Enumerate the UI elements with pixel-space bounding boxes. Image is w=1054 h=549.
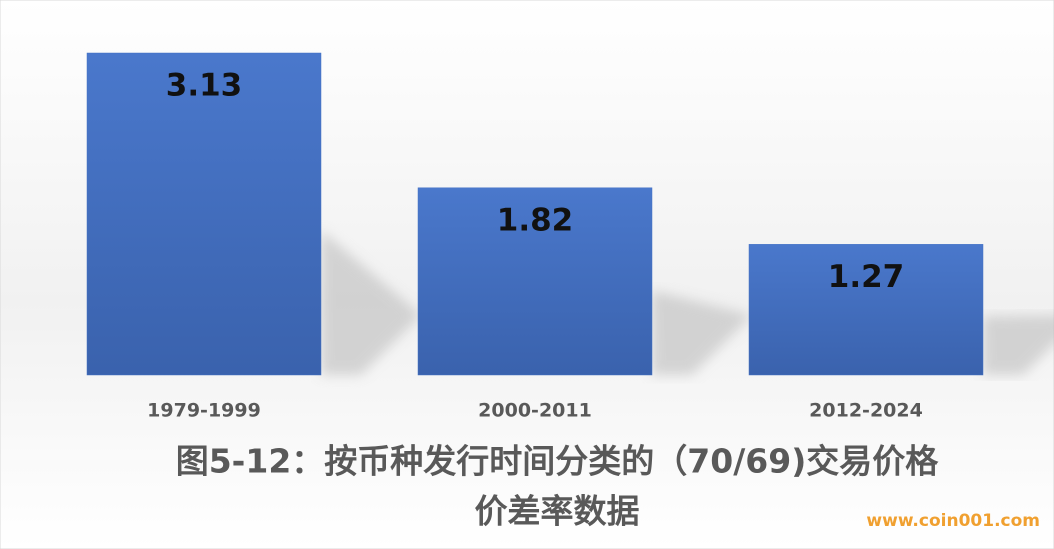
bar: [417, 187, 653, 376]
bar: [748, 244, 984, 376]
data-label: 1.27: [828, 259, 905, 295]
watermark: www.coin001.com: [866, 511, 1040, 531]
bar-shadow: [652, 290, 752, 375]
bar-shadow: [321, 230, 421, 375]
data-label: 3.13: [166, 68, 243, 104]
data-label: 1.82: [497, 202, 574, 238]
plot: 3.13 1979-1999 1.82 2000-2011 1.27 2012-2024: [86, 52, 984, 422]
chart-title: 图5-12：按币种发行时间分类的（70/69)交易价格: [176, 442, 940, 481]
x-tick-label: 1979-1999: [147, 400, 261, 422]
bar-shadow: [983, 315, 1054, 375]
chart-title: 价差率数据: [475, 492, 640, 531]
shadows: [321, 230, 1054, 375]
bar: [86, 52, 322, 376]
x-tick-label: 2012-2024: [809, 400, 923, 422]
x-tick-label: 2000-2011: [478, 400, 592, 422]
